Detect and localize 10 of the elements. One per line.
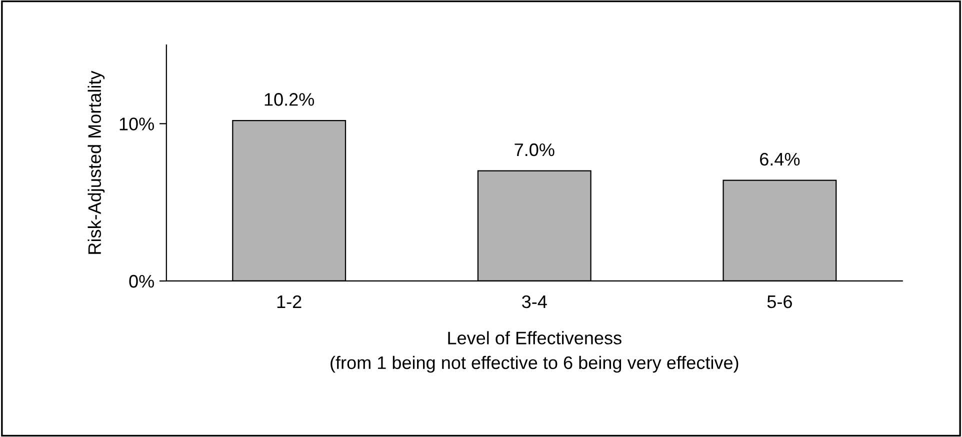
x-tick-label: 3-4 <box>522 295 547 308</box>
y-axis-title: Risk-Adjusted Mortality <box>88 70 105 254</box>
x-tick-label: 1-2 <box>277 295 302 308</box>
y-tick-label: 10% <box>120 118 154 130</box>
data-label: 10.2% <box>264 93 314 106</box>
data-label: 7.0% <box>514 143 554 156</box>
y-tick-label: 0% <box>129 274 154 288</box>
data-label: 6.4% <box>760 152 800 166</box>
x-axis-title: Level of Effectiveness (from 1 being not effective to 6 being very effective) <box>330 331 738 373</box>
x-tick-label: 5-6 <box>767 295 792 308</box>
